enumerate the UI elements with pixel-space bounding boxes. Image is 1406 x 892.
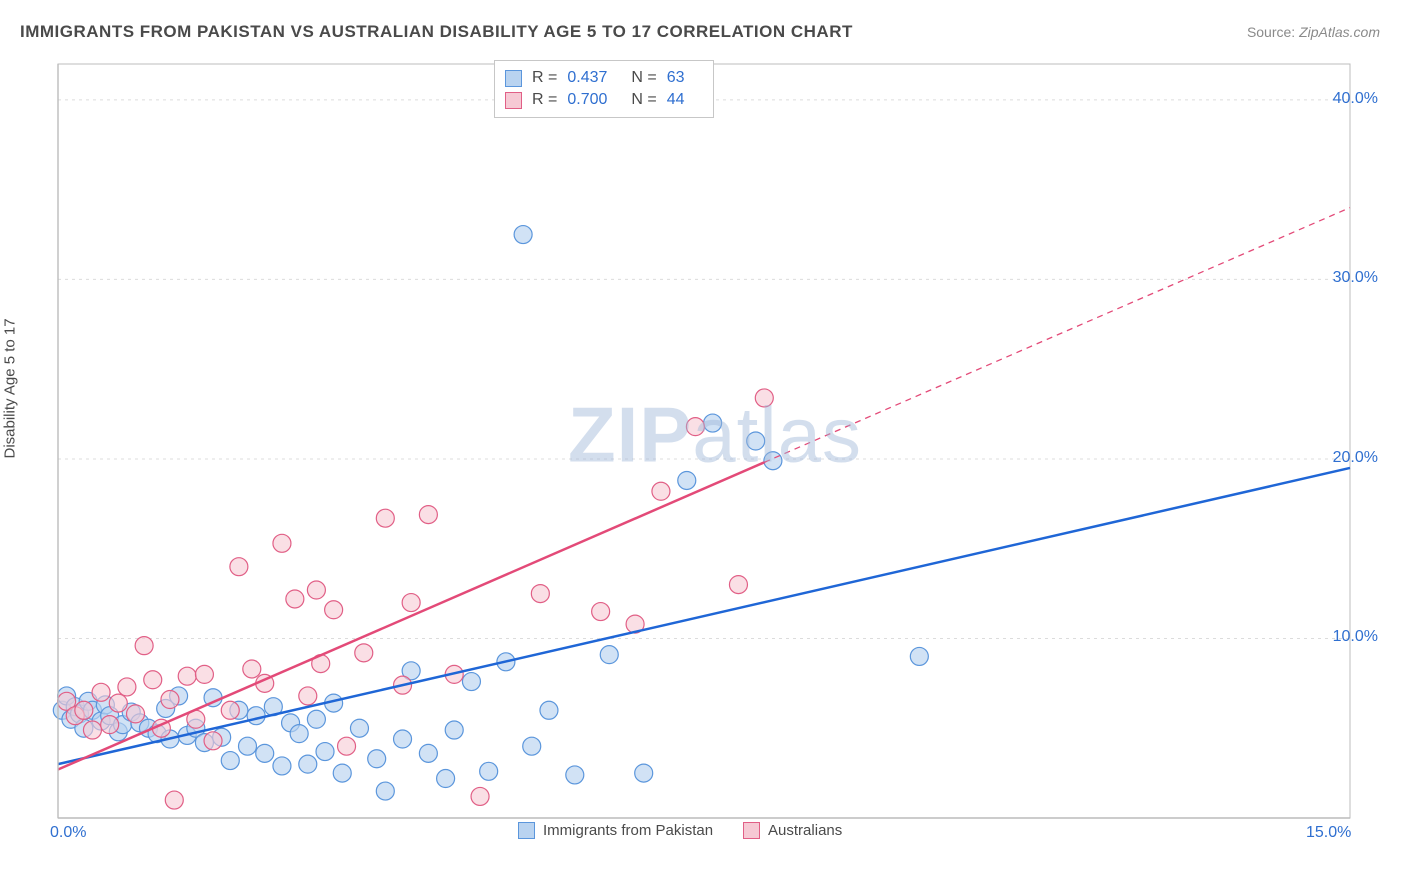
n-value-aus: 44 (667, 89, 685, 111)
swatch-pak (518, 822, 535, 839)
n-label: N = (631, 89, 656, 111)
r-label: R = (532, 67, 557, 89)
source-prefix: Source: (1247, 24, 1299, 40)
n-label: N = (631, 67, 656, 89)
swatch-aus (505, 92, 522, 109)
swatch-aus (743, 822, 760, 839)
xtick-label: 0.0% (50, 824, 86, 842)
r-value-aus: 0.700 (567, 89, 607, 111)
y-axis-label: Disability Age 5 to 17 (2, 318, 19, 458)
source-name: ZipAtlas.com (1299, 24, 1380, 40)
scatter-svg (50, 56, 1380, 846)
legend-label-aus: Australians (768, 822, 842, 839)
stats-legend-box: R = 0.437 N = 63 R = 0.700 N = 44 (494, 60, 714, 118)
legend-item-aus: Australians (743, 822, 842, 839)
ytick-label: 40.0% (1333, 90, 1378, 108)
ytick-label: 30.0% (1333, 269, 1378, 287)
stats-row-pak: R = 0.437 N = 63 (505, 67, 699, 89)
r-label: R = (532, 89, 557, 111)
ytick-label: 10.0% (1333, 628, 1378, 646)
plot-area: R = 0.437 N = 63 R = 0.700 N = 44 ZIPatl… (50, 56, 1380, 846)
chart-title: IMMIGRANTS FROM PAKISTAN VS AUSTRALIAN D… (20, 22, 853, 42)
swatch-pak (505, 70, 522, 87)
r-value-pak: 0.437 (567, 67, 607, 89)
xtick-label: 15.0% (1306, 824, 1351, 842)
source-attribution: Source: ZipAtlas.com (1247, 24, 1380, 40)
ytick-label: 20.0% (1333, 449, 1378, 467)
series-legend: Immigrants from Pakistan Australians (510, 819, 850, 842)
legend-item-pak: Immigrants from Pakistan (518, 822, 713, 839)
legend-label-pak: Immigrants from Pakistan (543, 822, 713, 839)
stats-row-aus: R = 0.700 N = 44 (505, 89, 699, 111)
n-value-pak: 63 (667, 67, 685, 89)
